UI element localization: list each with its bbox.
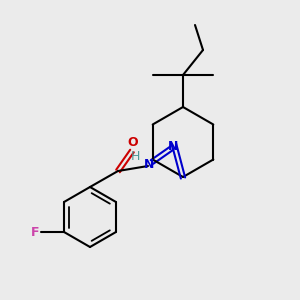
Text: F: F xyxy=(31,226,39,238)
Text: O: O xyxy=(128,136,138,149)
Text: N: N xyxy=(144,158,154,172)
Text: H: H xyxy=(130,149,140,163)
Text: N: N xyxy=(168,140,178,154)
